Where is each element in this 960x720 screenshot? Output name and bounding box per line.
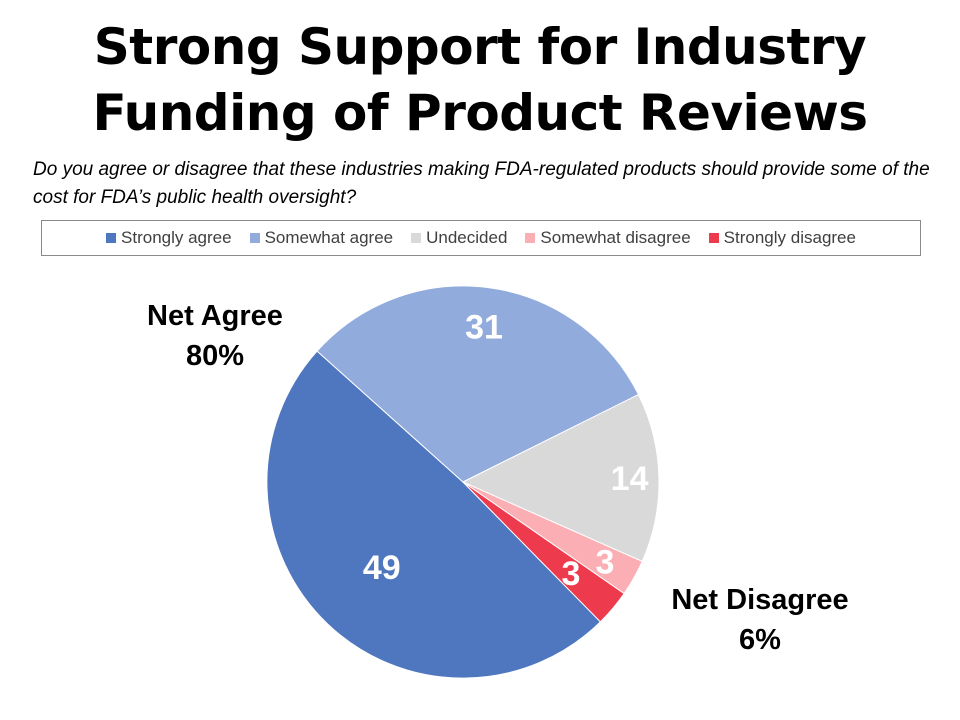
- legend-label: Somewhat agree: [264, 228, 394, 247]
- legend-item-somewhat-agree: Somewhat agree: [249, 228, 394, 248]
- slice-label-strongly-disagree: 3: [561, 555, 580, 593]
- pie-slice-labels: 49 31 14 33: [363, 309, 649, 593]
- legend-item-undecided: Undecided: [411, 228, 507, 248]
- legend: Strongly agree Somewhat agree Undecided …: [41, 220, 921, 256]
- legend-label: Somewhat disagree: [540, 228, 691, 247]
- legend-item-somewhat-disagree: Somewhat disagree: [525, 228, 691, 248]
- net-disagree-value: 6%: [739, 624, 781, 656]
- chart-title: Strong Support for Industry Funding of P…: [0, 14, 960, 146]
- chart-subtitle: Do you agree or disagree that these indu…: [33, 159, 930, 208]
- legend-swatch: [525, 233, 536, 243]
- pie-slices: [266, 285, 660, 679]
- slice-label-somewhat-agree: 31: [465, 309, 503, 347]
- legend-swatch: [249, 233, 260, 243]
- legend-item-strongly-agree: Strongly agree: [106, 228, 232, 248]
- legend-item-strongly-disagree: Strongly disagree: [708, 228, 856, 248]
- legend-swatch: [106, 233, 117, 243]
- slice-label-undecided: 14: [611, 460, 649, 498]
- legend-label: Strongly agree: [121, 228, 232, 247]
- pie-slice-strongly-agree: [266, 350, 602, 679]
- legend-swatch: [708, 233, 719, 243]
- net-agree-annotation: Net Agree 80%: [120, 296, 310, 376]
- net-agree-value: 80%: [185, 340, 245, 372]
- net-disagree-label: Net Disagree: [671, 584, 849, 616]
- pie-slice-somewhat-agree: [316, 285, 640, 483]
- title-line-1: Strong Support for Industry: [93, 18, 867, 76]
- title-line-2: Funding of Product Reviews: [92, 84, 868, 142]
- pie-slice-strongly-disagree: [462, 481, 625, 623]
- legend-label: Undecided: [426, 228, 508, 247]
- legend-label: Strongly disagree: [723, 228, 856, 247]
- slice-label-strongly-agree: 49: [363, 549, 401, 587]
- net-disagree-annotation: Net Disagree 6%: [650, 580, 870, 660]
- net-agree-label: Net Agree: [147, 300, 283, 332]
- legend-swatch: [411, 233, 422, 243]
- pie-slice-undecided: [461, 393, 660, 563]
- slice-label-somewhat-disagree: 3: [595, 544, 614, 582]
